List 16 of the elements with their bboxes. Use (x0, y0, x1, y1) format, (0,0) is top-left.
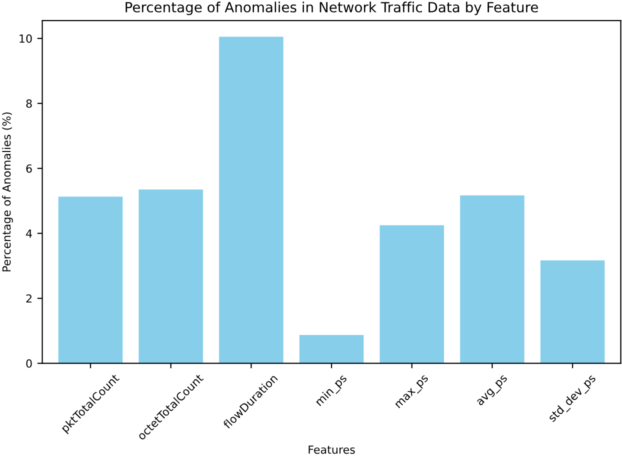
y-tick-label: 2 (26, 294, 32, 303)
y-tick-label: 8 (26, 99, 32, 108)
y-tick-label: 6 (26, 164, 32, 173)
bar (380, 225, 444, 364)
bar (540, 260, 605, 364)
y-tick-label: 4 (26, 229, 32, 238)
bar (219, 36, 284, 364)
bar (460, 195, 524, 364)
x-axis-title: Features (308, 446, 355, 454)
bar (299, 335, 364, 364)
bar (58, 196, 123, 364)
y-axis-title: Percentage of Anomalies (%) (2, 112, 13, 272)
bar (138, 190, 203, 364)
y-tick-label: 10 (20, 34, 32, 43)
y-tick-label: 0 (26, 359, 32, 368)
chart-title: Percentage of Anomalies in Network Traffic Data by Feature (126, 2, 538, 16)
